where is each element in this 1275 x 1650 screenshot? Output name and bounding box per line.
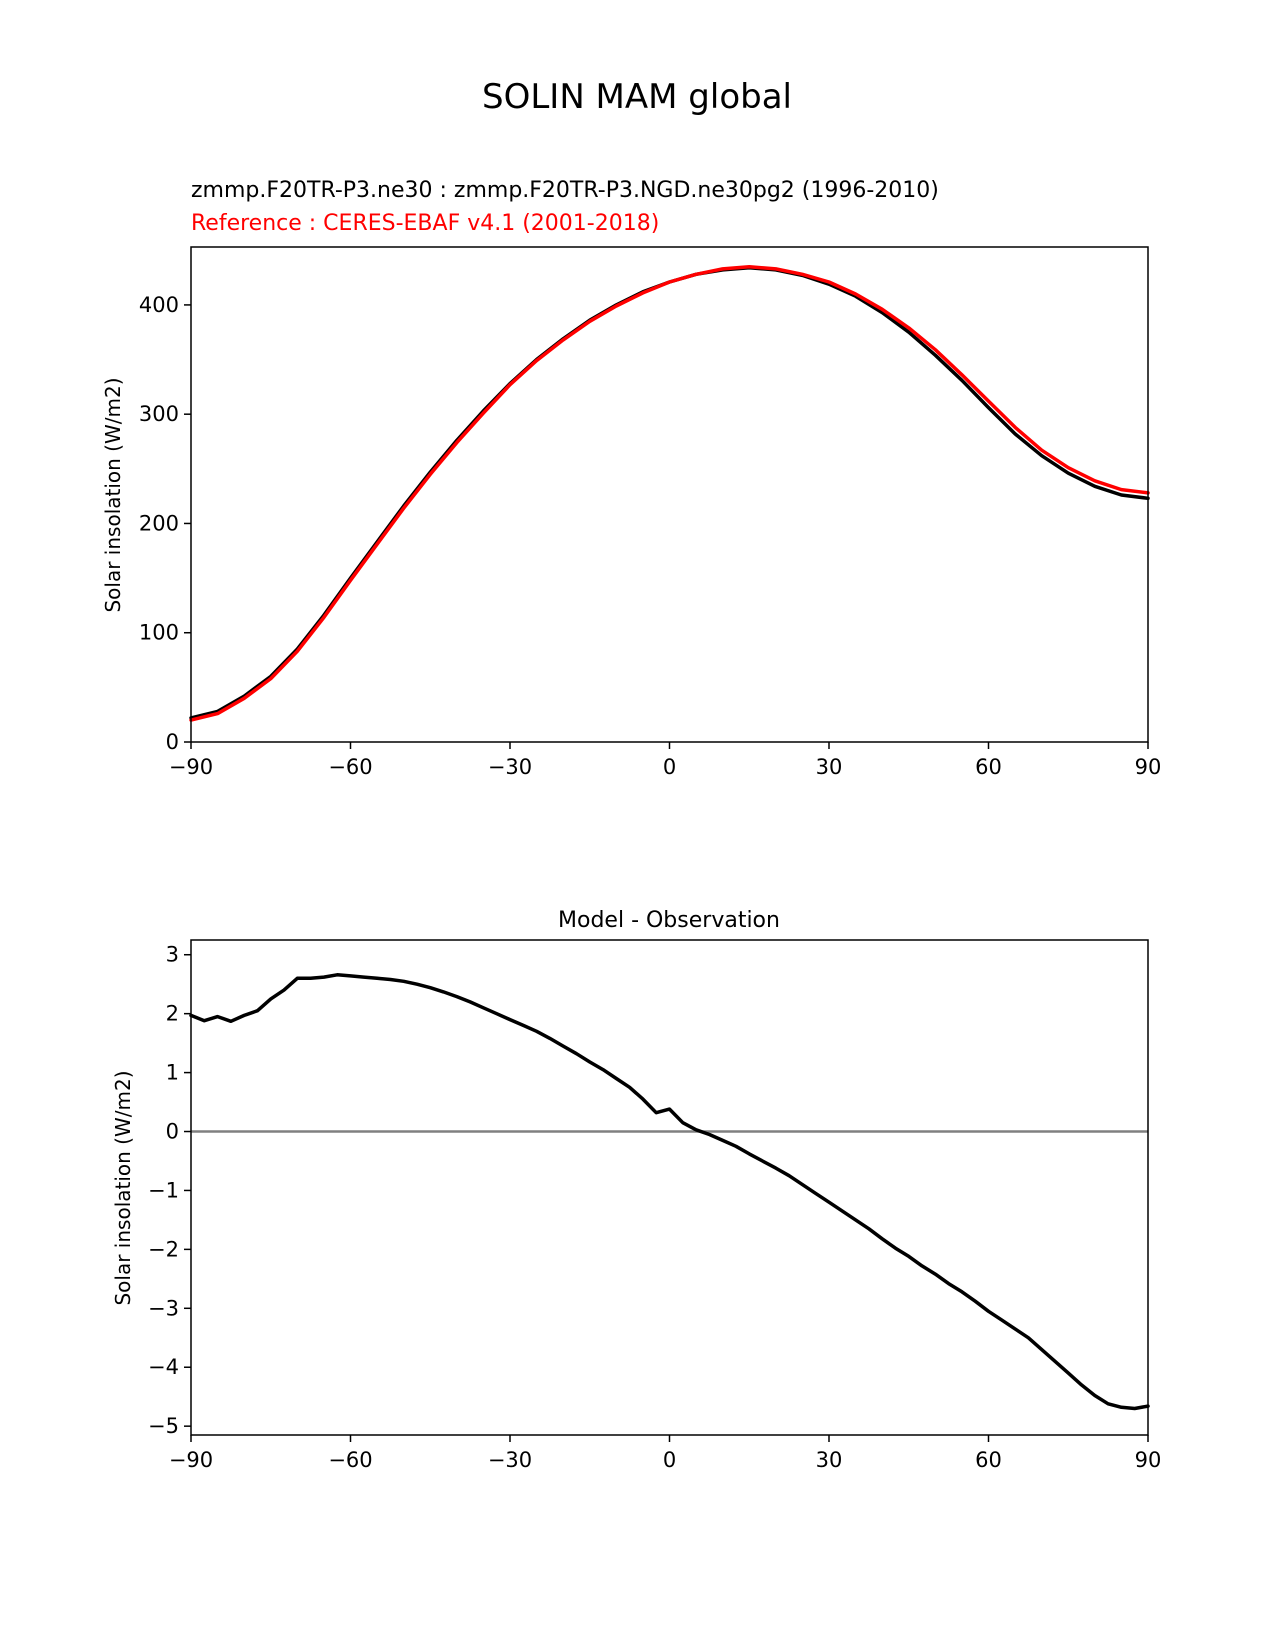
bottom-y-tick-label: 2 — [166, 1002, 179, 1026]
bottom-y-tick-label: −5 — [148, 1414, 179, 1438]
bottom-y-tick-label: −3 — [148, 1296, 179, 1320]
bottom-y-tick-label: −4 — [148, 1355, 179, 1379]
top-axes-frame — [190, 246, 1149, 743]
top-x-ticks: −90 −60 −30 0 30 60 90 — [169, 742, 1162, 779]
top-x-tick-label: −60 — [328, 755, 372, 779]
top-x-tick-label: −30 — [488, 755, 532, 779]
bottom-axes-frame — [190, 939, 1149, 1436]
bottom-series-group — [189, 973, 1150, 1411]
top-x-tick-label: 90 — [1135, 755, 1162, 779]
top-y-axis-label: Solar insolation (W/m2) — [101, 377, 125, 612]
top-x-tick-label: −90 — [169, 755, 213, 779]
top-y-ticks: 0 100 200 300 400 — [139, 293, 191, 754]
bottom-y-tick-label: −1 — [148, 1178, 179, 1202]
bottom-x-tick-label: 60 — [975, 1448, 1002, 1472]
bottom-series-model-observation — [189, 973, 1150, 1411]
bottom-y-tick-label: 1 — [166, 1061, 179, 1085]
top-x-tick-label: 60 — [975, 755, 1002, 779]
bottom-y-tick-label: −2 — [148, 1237, 179, 1261]
top-panel: zmmp.F20TR-P3.ne30 : zmmp.F20TR-P3.NGD.n… — [101, 178, 1161, 779]
bottom-panel: Model - Observation −90 −60 −30 0 30 60 90 −5−… — [111, 908, 1161, 1472]
top-y-tick-label: 300 — [139, 402, 179, 426]
bottom-x-tick-label: 0 — [663, 1448, 676, 1472]
top-y-tick-label: 200 — [139, 511, 179, 535]
top-y-tick-label: 0 — [166, 730, 179, 754]
top-y-tick-label: 100 — [139, 621, 179, 645]
top-title-line-2: Reference : CERES-EBAF v4.1 (2001-2018) — [191, 211, 659, 236]
bottom-y-tick-label: 0 — [166, 1120, 179, 1144]
bottom-title: Model - Observation — [558, 908, 780, 933]
bottom-x-tick-label: −90 — [169, 1448, 213, 1472]
bottom-x-tick-label: 90 — [1135, 1448, 1162, 1472]
top-y-tick-label: 400 — [139, 293, 179, 317]
top-series-group — [189, 264, 1150, 722]
figure-title: SOLIN MAM global — [482, 77, 792, 117]
top-x-tick-label: 0 — [663, 755, 676, 779]
top-title-line-1: zmmp.F20TR-P3.ne30 : zmmp.F20TR-P3.NGD.n… — [191, 178, 939, 203]
bottom-x-tick-label: 30 — [816, 1448, 843, 1472]
bottom-y-tick-label: 3 — [166, 943, 179, 967]
bottom-x-ticks: −90 −60 −30 0 30 60 90 — [169, 1435, 1162, 1472]
bottom-x-tick-label: −30 — [488, 1448, 532, 1472]
top-x-tick-label: 30 — [816, 755, 843, 779]
bottom-x-tick-label: −60 — [328, 1448, 372, 1472]
bottom-y-ticks: −5 −4 −3 −2 −1 0 1 2 3 — [148, 943, 191, 1438]
top-series-observation — [189, 264, 1150, 722]
bottom-y-axis-label: Solar insolation (W/m2) — [111, 1070, 135, 1305]
